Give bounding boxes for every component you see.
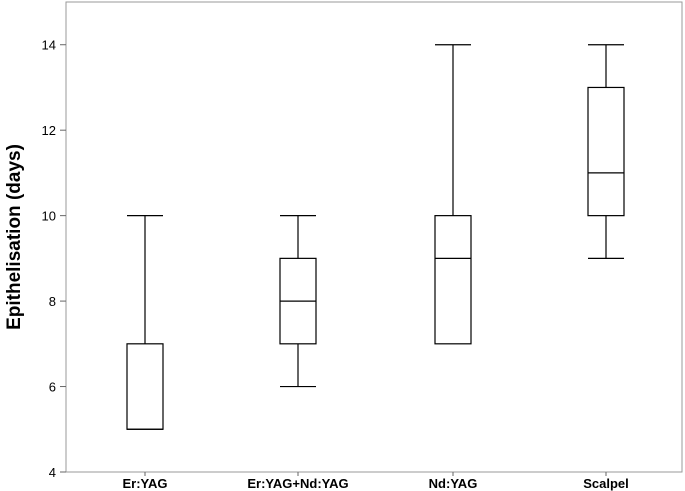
- x-category-label: Er:YAG: [122, 476, 167, 491]
- box-3: [587, 44, 625, 259]
- plot-frame: [65, 1, 683, 473]
- box-0: [126, 215, 164, 430]
- iqr-box: [126, 343, 164, 430]
- x-category-label: Nd:YAG: [429, 476, 478, 491]
- y-tick-label: 10: [42, 209, 56, 224]
- box-2: [434, 44, 472, 345]
- y-tick-label: 4: [49, 465, 56, 480]
- x-axis: Er:YAG Er:YAG+Nd:YAG Nd:YAG Scalpel: [122, 472, 629, 491]
- y-tick-label: 6: [49, 380, 56, 395]
- y-tick-label: 12: [42, 123, 56, 138]
- y-tick-label: 14: [42, 38, 56, 53]
- y-axis-title: Epithelisation (days): [4, 144, 25, 330]
- iqr-box: [434, 215, 472, 345]
- x-category-label: Er:YAG+Nd:YAG: [247, 476, 348, 491]
- y-axis: 4 6 8 10 12 14: [42, 38, 66, 480]
- boxes: [126, 44, 625, 430]
- iqr-box: [587, 86, 625, 217]
- y-tick-label: 8: [49, 294, 56, 309]
- box-1: [279, 215, 317, 388]
- x-category-label: Scalpel: [583, 476, 629, 491]
